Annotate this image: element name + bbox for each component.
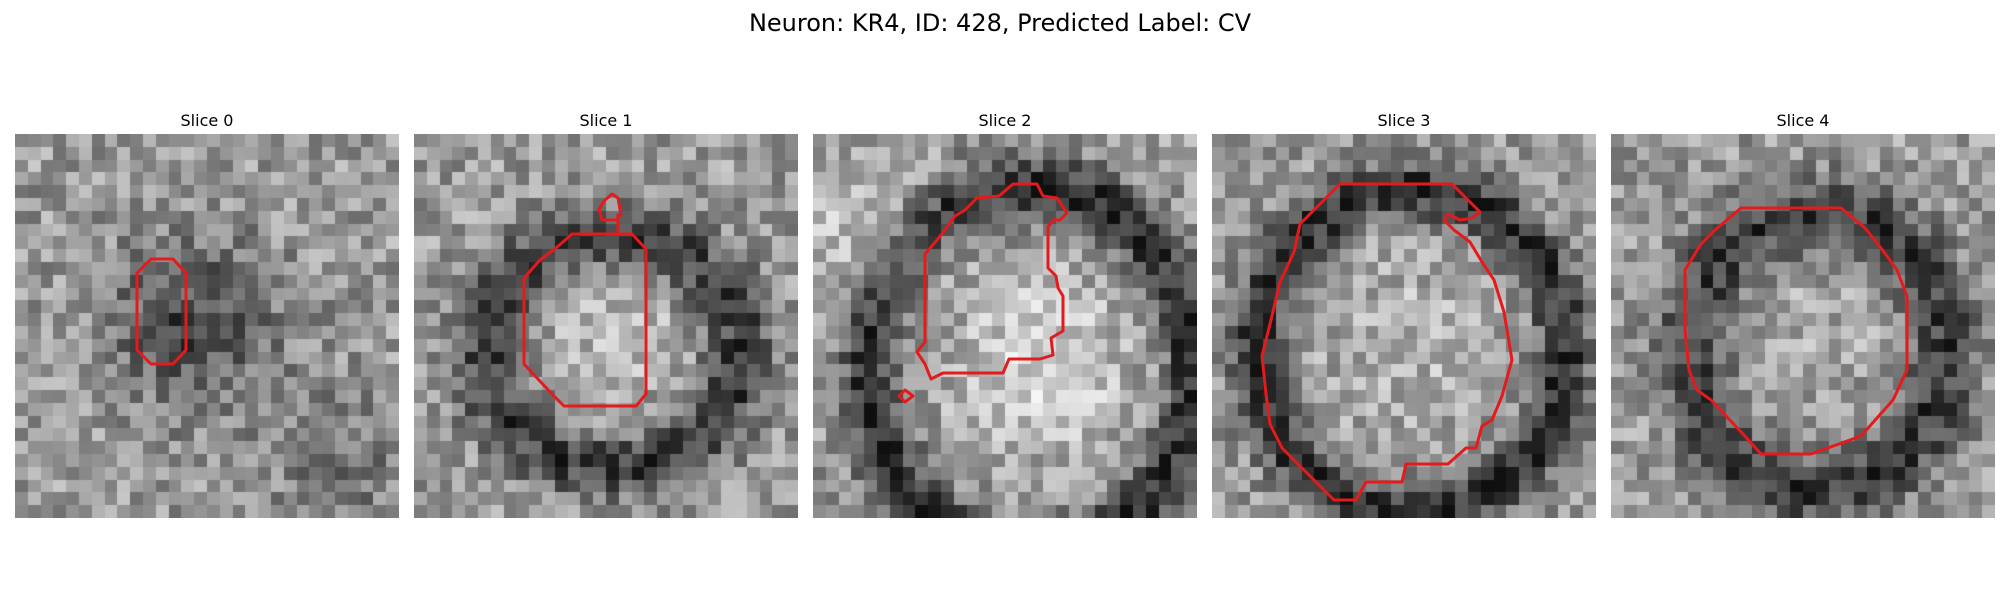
slice-title-0: Slice 0: [180, 111, 234, 130]
segmentation-contour-2: [915, 182, 1069, 381]
segmentation-contour-4: [1683, 206, 1909, 456]
slice-panel-4: Slice 4: [1611, 107, 1995, 518]
segmentation-contour-3: [1260, 182, 1514, 502]
slice-image-2: [813, 134, 1197, 518]
segmentation-contour-0: [135, 257, 188, 366]
slice-panel-1: Slice 1: [414, 107, 798, 518]
slice-image-0: [15, 134, 399, 518]
slice-image-4: [1611, 134, 1995, 518]
slice-title-4: Slice 4: [1776, 111, 1830, 130]
slice-texture-4: [1611, 134, 1995, 518]
slice-title-2: Slice 2: [978, 111, 1032, 130]
slice-panel-2: Slice 2: [813, 107, 1197, 518]
slice-panel-3: Slice 3: [1212, 107, 1596, 518]
slice-texture-2: [813, 134, 1197, 518]
slice-image-1: [414, 134, 798, 518]
segmentation-contour-1: [522, 192, 648, 408]
slice-texture-1: [414, 134, 798, 518]
slice-panel-0: Slice 0: [15, 107, 399, 518]
segmentation-contour-2b: [897, 388, 915, 404]
slice-title-3: Slice 3: [1377, 111, 1431, 130]
slice-texture-0: [15, 134, 399, 518]
slice-title-1: Slice 1: [579, 111, 633, 130]
figure-title: Neuron: KR4, ID: 428, Predicted Label: C…: [748, 9, 1252, 37]
slice-texture-3: [1212, 134, 1596, 518]
slice-image-3: [1212, 134, 1596, 518]
